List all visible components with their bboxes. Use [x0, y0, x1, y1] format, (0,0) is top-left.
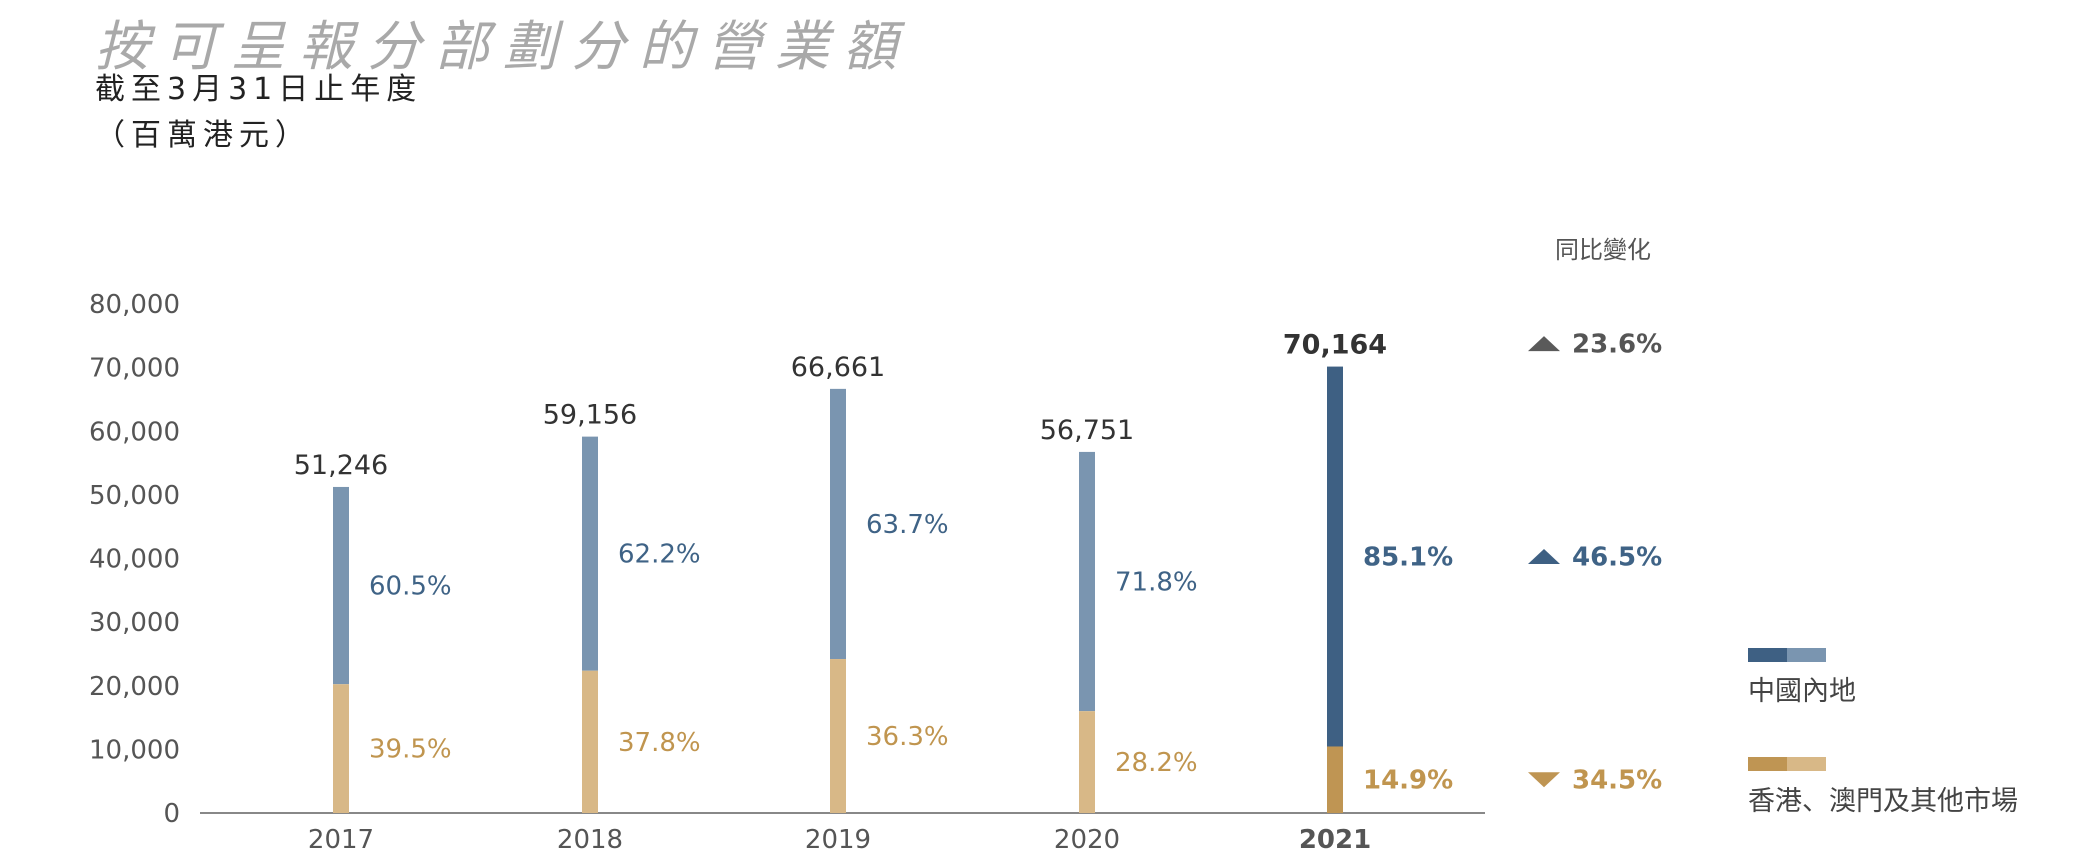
y-tick-label: 20,000 — [89, 672, 180, 702]
x-tick-label-2020: 2020 — [1054, 825, 1120, 855]
chart-subtitle: 截至3月31日止年度 — [95, 72, 423, 107]
legend-swatch-light-0 — [1787, 648, 1826, 662]
share-label-hk-2018: 37.8% — [618, 728, 701, 758]
bar-mainland-2018 — [582, 436, 598, 671]
share-label-mainland-2020: 71.8% — [1115, 568, 1198, 598]
total-label-2020: 56,751 — [1040, 415, 1134, 446]
y-tick-label: 30,000 — [89, 608, 180, 638]
y-tick-label: 70,000 — [89, 354, 180, 384]
legend-swatch-dark-1 — [1748, 757, 1787, 771]
total-label-2021: 70,164 — [1283, 330, 1387, 361]
bar-hk-2021 — [1327, 746, 1343, 813]
share-label-mainland-2017: 60.5% — [369, 572, 452, 602]
bar-mainland-2021 — [1327, 366, 1343, 747]
bar-mainland-2019 — [830, 388, 846, 660]
share-label-hk-2019: 36.3% — [866, 722, 949, 752]
y-tick-label: 80,000 — [89, 290, 180, 320]
yoy-heading: 同比變化 — [1555, 236, 1651, 264]
bar-hk-2019 — [830, 659, 846, 813]
total-label-2019: 66,661 — [791, 352, 885, 383]
y-tick-label: 0 — [163, 799, 180, 829]
share-label-mainland-2021: 85.1% — [1363, 543, 1453, 573]
share-label-mainland-2018: 62.2% — [618, 540, 701, 570]
x-tick-label-2017: 2017 — [308, 825, 374, 855]
share-label-hk-2017: 39.5% — [369, 735, 452, 765]
bar-mainland-2017 — [333, 486, 349, 685]
legend-swatch-light-1 — [1787, 757, 1826, 771]
y-tick-label: 40,000 — [89, 545, 180, 575]
yoy-label-total: 23.6% — [1572, 330, 1662, 360]
bar-mainland-2020 — [1079, 451, 1095, 712]
bar-hk-2018 — [582, 670, 598, 813]
y-tick-label: 10,000 — [89, 735, 180, 765]
legend-label-0: 中國內地 — [1748, 676, 1856, 707]
yoy-label-hk: 34.5% — [1572, 766, 1662, 796]
total-label-2018: 59,156 — [543, 400, 637, 431]
bar-hk-2020 — [1079, 711, 1095, 813]
legend-swatch-dark-0 — [1748, 648, 1787, 662]
y-tick-label: 60,000 — [89, 417, 180, 447]
yoy-arrow-hk-down-icon — [1528, 772, 1560, 788]
bar-hk-2017 — [333, 684, 349, 813]
x-tick-label-2019: 2019 — [805, 825, 871, 855]
yoy-label-mainland: 46.5% — [1572, 543, 1662, 573]
share-label-hk-2021: 14.9% — [1363, 766, 1453, 796]
yoy-arrow-total-up-icon — [1528, 336, 1560, 352]
total-label-2017: 51,246 — [294, 450, 388, 481]
y-tick-label: 50,000 — [89, 481, 180, 511]
x-tick-label-2018: 2018 — [557, 825, 623, 855]
yoy-arrow-mainland-up-icon — [1528, 549, 1560, 565]
unit-label: （百萬港元） — [95, 118, 311, 153]
chart-title: 按可呈報分部劃分的營業額 — [95, 15, 911, 78]
share-label-mainland-2019: 63.7% — [866, 510, 949, 540]
share-label-hk-2020: 28.2% — [1115, 748, 1198, 778]
legend-label-1: 香港、澳門及其他市場 — [1748, 786, 2018, 817]
x-tick-label-2021: 2021 — [1299, 825, 1371, 855]
